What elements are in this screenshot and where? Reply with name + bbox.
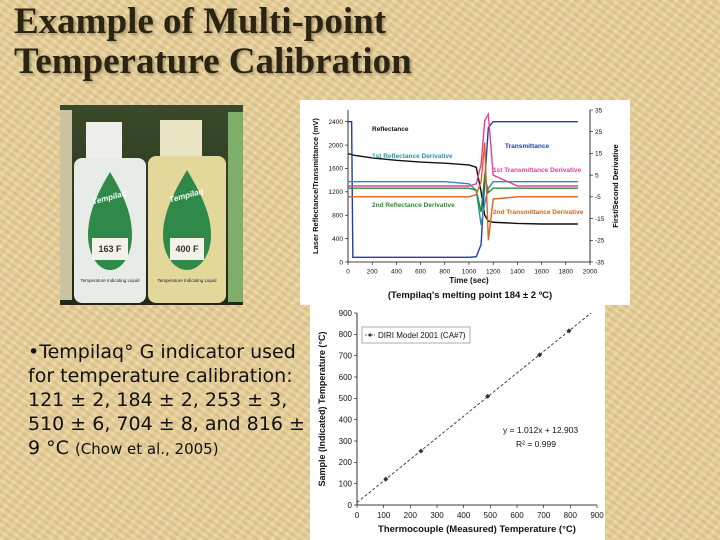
series-label: 2nd Reflectance Derivative <box>372 202 455 209</box>
x-axis-label: Thermocouple (Measured) Temperature (°C) <box>378 524 576 535</box>
x-tick-label: 700 <box>537 511 551 520</box>
bottle-cap <box>160 120 202 158</box>
x-tick-label: 900 <box>590 511 604 520</box>
x-tick-label: 1600 <box>534 269 549 276</box>
x-tick-label: 800 <box>564 511 578 520</box>
y-tick-label: 200 <box>339 458 353 467</box>
x-tick-label: 600 <box>510 511 524 520</box>
citation: (Chow et al., 2005) <box>74 440 219 458</box>
y2-tick-label: -15 <box>595 216 605 223</box>
data-line <box>347 153 578 225</box>
title-line: Example of Multi-point <box>14 1 387 42</box>
y-tick-label: 300 <box>339 437 353 446</box>
data-line <box>348 120 578 259</box>
y-tick-label: 2400 <box>329 119 344 126</box>
x-tick-label: 400 <box>391 269 402 276</box>
y-tick-label: 600 <box>339 373 353 382</box>
slide-title: Example of Multi-point Temperature Calib… <box>14 2 412 82</box>
y-tick-label: 800 <box>339 330 353 339</box>
y-tick-label: 2000 <box>329 142 344 149</box>
rating-box <box>92 238 128 260</box>
data-point <box>537 352 543 358</box>
y-tick-label: 500 <box>339 394 353 403</box>
x-tick-label: 400 <box>457 511 471 520</box>
annotation: R² = 0.999 <box>516 439 556 449</box>
y2-tick-label: -25 <box>595 238 605 245</box>
bullet: •Tempilaq° G indicator used for temperat… <box>28 341 305 459</box>
y2-tick-label: 15 <box>595 151 603 158</box>
bottle-edge <box>60 110 72 300</box>
y-tick-label: 400 <box>332 236 343 243</box>
x-tick-label: 800 <box>439 269 450 276</box>
y-tick-label: 800 <box>332 213 343 220</box>
bottle-text: Temperature Indicating Liquid <box>80 278 140 283</box>
annotation: y = 1.012x + 12.903 <box>503 425 578 435</box>
series-label: 1st Transmittance Derivative <box>493 167 582 174</box>
y-tick-label: 0 <box>339 259 343 266</box>
bottle-cap <box>86 122 122 160</box>
x-tick-label: 500 <box>484 511 498 520</box>
y-tick-label: 400 <box>339 415 353 424</box>
series-label: Transmittance <box>505 143 549 150</box>
y2-tick-label: 35 <box>595 107 603 114</box>
legend-box <box>361 326 471 344</box>
data-line <box>348 111 578 187</box>
y-tick-label: 700 <box>339 351 353 360</box>
bottle-rating: 163 F <box>98 244 122 254</box>
y-tick-label: 1200 <box>329 189 344 196</box>
y-axis-label: Sample (Indicated) Temperature (°C) <box>317 332 327 487</box>
data-point <box>383 476 389 482</box>
x-tick-label: 600 <box>415 269 426 276</box>
series-label: Reflectance <box>372 126 409 133</box>
y-tick-label: 900 <box>339 309 353 318</box>
legend-label: DIRI Model 2001 (CA#7) <box>378 331 466 340</box>
x-tick-label: 200 <box>367 269 378 276</box>
x-tick-label: 1200 <box>486 269 501 276</box>
rating-box <box>170 238 204 260</box>
data-point <box>418 448 424 454</box>
data-point <box>566 328 572 334</box>
photo <box>60 105 243 305</box>
y2-tick-label: 5 <box>595 172 599 179</box>
x-tick-label: 1000 <box>462 269 477 276</box>
bottle-text: Temperature Indicating Liquid <box>157 278 217 283</box>
x-tick-label: 0 <box>355 511 360 520</box>
x-tick-label: 300 <box>430 511 444 520</box>
data-point <box>485 393 491 399</box>
x-tick-label: 1800 <box>559 269 574 276</box>
y2-tick-label: 25 <box>595 129 603 136</box>
y2-tick-label: -35 <box>595 259 605 266</box>
y-tick-label: 100 <box>339 479 353 488</box>
x-tick-label: 1400 <box>510 269 525 276</box>
x-tick-label: 200 <box>404 511 418 520</box>
y2-axis-label: First/Second Derivative <box>611 144 620 227</box>
y2-tick-label: -5 <box>595 194 601 201</box>
bottle-rating: 400 F <box>175 244 199 254</box>
chart-panel <box>300 100 630 305</box>
bullet-text: •Tempilaq° G indicator used for temperat… <box>28 340 308 461</box>
trend-line <box>357 313 592 503</box>
series-label: 1st Reflectance Derivative <box>372 153 453 160</box>
series-label: 2nd Transmittance Derivative <box>493 209 584 216</box>
x-tick-label: 0 <box>346 269 350 276</box>
x-axis-label: Time (sec) <box>449 276 489 285</box>
data-line <box>348 174 578 213</box>
y-axis-label: Laser Reflectance/Transmittance (mV) <box>311 118 320 254</box>
x-tick-label: 2000 <box>583 269 598 276</box>
y-tick-label: 1600 <box>329 166 344 173</box>
y-tick-label: 0 <box>348 501 353 510</box>
x-tick-label: 100 <box>377 511 391 520</box>
data-line <box>348 142 578 241</box>
bottle-edge <box>228 112 243 302</box>
chart-caption: (Tempilaq's melting point 184 ± 2 ºC) <box>388 290 552 301</box>
title-line: Temperature Calibration <box>14 41 412 82</box>
